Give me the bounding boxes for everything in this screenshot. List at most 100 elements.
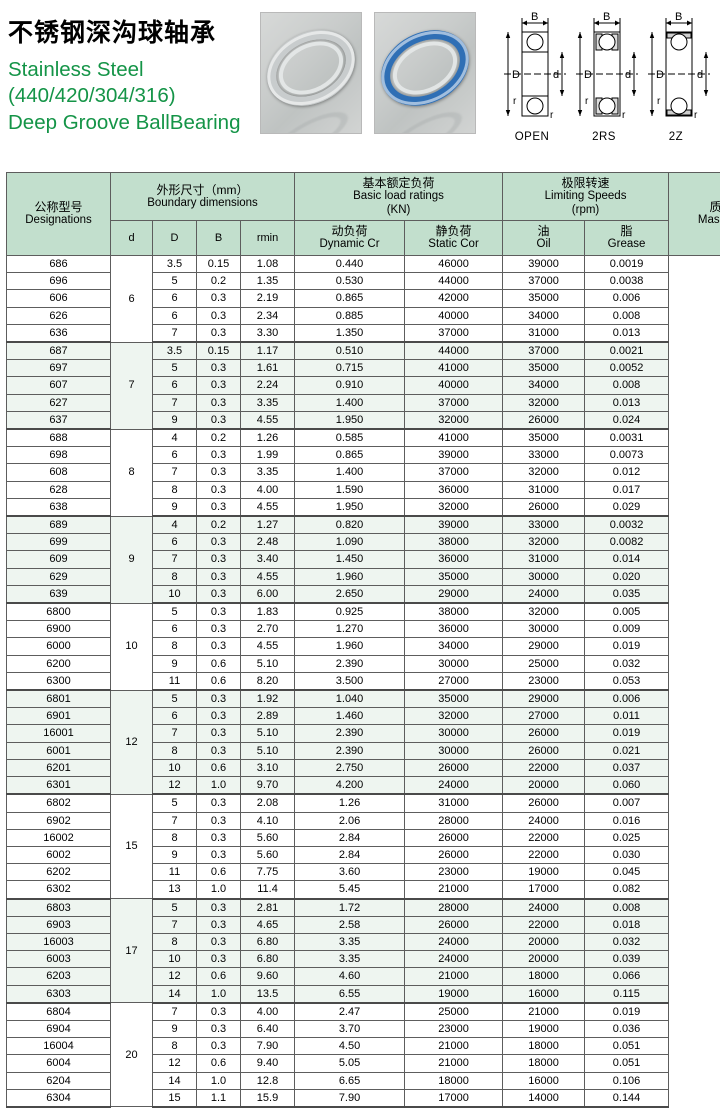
col-limiting-speeds: 极限转速 Limiting Speeds (rpm) (503, 173, 669, 221)
cell-grease-speed: 30000 (503, 621, 585, 638)
cell-static-load: 3.35 (295, 951, 405, 968)
cell-grease-speed: 21000 (503, 1003, 585, 1021)
page-title-english-line2: (440/420/304/316) (8, 83, 260, 110)
cell-width: 12 (153, 968, 197, 985)
cell-width: 8 (153, 481, 197, 498)
cell-grease-speed: 29000 (503, 638, 585, 655)
cell-width: 10 (153, 759, 197, 776)
cell-rmin: 0.6 (197, 655, 241, 672)
page-title-english-line3: Deep Groove BallBearing (8, 110, 260, 137)
photo-reflection (382, 104, 467, 134)
cell-oil-speed: 21000 (405, 1038, 503, 1055)
cell-oil-speed: 30000 (405, 725, 503, 742)
cell-mass: 0.115 (585, 985, 669, 1003)
cell-dynamic-load: 1.27 (241, 516, 295, 534)
cell-width: 3.5 (153, 342, 197, 360)
cell-oil-speed: 39000 (405, 516, 503, 534)
cell-grease-speed: 24000 (503, 899, 585, 917)
cell-mass: 0.021 (585, 742, 669, 759)
cell-rmin: 0.3 (197, 794, 241, 812)
cell-oil-speed: 21000 (405, 881, 503, 899)
diagram-2rs: D d B r r 2RS (570, 10, 638, 143)
cell-dynamic-load: 1.99 (241, 447, 295, 464)
cell-static-load: 1.960 (295, 568, 405, 585)
cell-oil-speed: 37000 (405, 464, 503, 481)
cell-dynamic-load: 4.55 (241, 638, 295, 655)
header-row-top: 公称型号 Designations 外形尺寸（mm） Boundary dime… (7, 173, 720, 221)
cell-oil-speed: 41000 (405, 360, 503, 377)
cell-width: 15 (153, 1089, 197, 1107)
cell-oil-speed: 23000 (405, 864, 503, 881)
cell-oil-speed: 41000 (405, 429, 503, 447)
cell-grease-speed: 20000 (503, 933, 585, 950)
cell-grease-speed: 26000 (503, 725, 585, 742)
cell-designation: 688 (7, 429, 111, 447)
col-sub-grease: 脂 Grease (585, 221, 669, 256)
svg-text:r: r (550, 110, 554, 121)
cell-static-load: 2.390 (295, 725, 405, 742)
cell-mass: 0.0019 (585, 256, 669, 273)
col-sub-B: B (197, 221, 241, 256)
col-sub-oil: 油 Oil (503, 221, 585, 256)
cell-grease-speed: 26000 (503, 411, 585, 429)
bearing-spec-table: 公称型号 Designations 外形尺寸（mm） Boundary dime… (6, 172, 720, 1108)
cell-designation: 686 (7, 256, 111, 273)
cell-width: 7 (153, 551, 197, 568)
cell-bore-diameter: 20 (111, 1003, 153, 1107)
cell-dynamic-load: 2.19 (241, 290, 295, 307)
cell-width: 8 (153, 933, 197, 950)
cell-designation: 6300 (7, 672, 111, 690)
shielded-bearing-photo (260, 12, 362, 134)
cell-oil-speed: 40000 (405, 377, 503, 394)
cell-grease-speed: 30000 (503, 568, 585, 585)
cell-dynamic-load: 4.00 (241, 481, 295, 498)
cell-dynamic-load: 3.40 (241, 551, 295, 568)
cell-mass: 0.053 (585, 672, 669, 690)
cell-dynamic-load: 1.17 (241, 342, 295, 360)
cell-rmin: 0.3 (197, 916, 241, 933)
cell-oil-speed: 35000 (405, 690, 503, 708)
cell-oil-speed: 24000 (405, 933, 503, 950)
cell-grease-speed: 33000 (503, 447, 585, 464)
col-load-unit: (KN) (296, 204, 501, 218)
cell-designation: 6301 (7, 777, 111, 795)
cell-designation: 6000 (7, 638, 111, 655)
cell-static-load: 1.950 (295, 411, 405, 429)
cell-designation: 6800 (7, 603, 111, 621)
cell-static-load: 1.460 (295, 708, 405, 725)
cell-width: 6 (153, 621, 197, 638)
cell-mass: 0.016 (585, 812, 669, 829)
cell-rmin: 0.6 (197, 968, 241, 985)
cell-dynamic-load: 9.40 (241, 1055, 295, 1072)
svg-text:r: r (622, 110, 626, 121)
cell-static-load: 1.400 (295, 394, 405, 411)
cell-grease-speed: 16000 (503, 1072, 585, 1089)
cell-mass: 0.066 (585, 968, 669, 985)
svg-text:d: d (553, 69, 559, 81)
page-title-english-line1: Stainless Steel (8, 57, 260, 84)
cell-designation: 16001 (7, 725, 111, 742)
cell-oil-speed: 26000 (405, 846, 503, 863)
cell-oil-speed: 44000 (405, 342, 503, 360)
cell-designation: 6304 (7, 1089, 111, 1107)
cell-mass: 0.019 (585, 725, 669, 742)
cell-oil-speed: 34000 (405, 638, 503, 655)
page-banner: 不锈钢深沟球轴承 Stainless Steel (440/420/304/31… (0, 0, 720, 172)
cell-grease-speed: 32000 (503, 464, 585, 481)
cell-rmin: 0.6 (197, 1055, 241, 1072)
2rs-bearing-icon: D d B r r (570, 10, 644, 128)
header-row-sub: d D B rmin 动负荷 Dynamic Cr 静负荷 Static Cor… (7, 221, 720, 256)
cell-mass: 0.007 (585, 794, 669, 812)
cell-mass: 0.0031 (585, 429, 669, 447)
cell-oil-speed: 36000 (405, 621, 503, 638)
cell-oil-speed: 24000 (405, 777, 503, 795)
cell-mass: 0.025 (585, 829, 669, 846)
cell-designation: 696 (7, 273, 111, 290)
cell-dynamic-load: 9.70 (241, 777, 295, 795)
cell-designation: 16003 (7, 933, 111, 950)
cell-rmin: 0.3 (197, 933, 241, 950)
cell-rmin: 0.3 (197, 812, 241, 829)
